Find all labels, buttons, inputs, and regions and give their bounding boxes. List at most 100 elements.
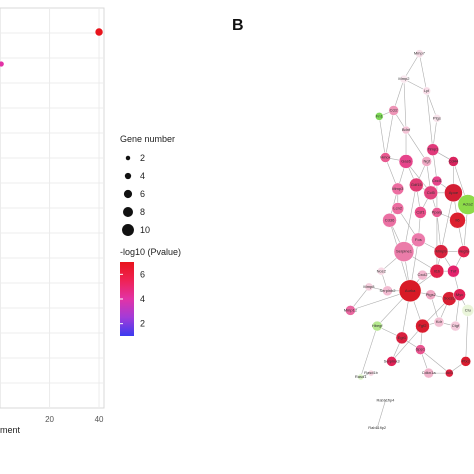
network-node-label: Clu xyxy=(465,307,471,312)
network-node-circle xyxy=(432,114,442,123)
panel-b-network: B Mmp7 Mmp2 Lpl Ccl2 Fn1 Ptgs Bdnf Timp1 Hmox Gas… xyxy=(232,17,474,430)
network-node-label: Fos xyxy=(415,237,422,242)
legend-size-dot xyxy=(125,155,131,161)
network-node-circle xyxy=(409,177,424,193)
network-node: Bdnf xyxy=(401,125,411,135)
network-edge xyxy=(440,192,454,252)
legend-size-label: 4 xyxy=(140,171,145,181)
network-node-label: Ctgf xyxy=(452,323,460,328)
network-node-circle xyxy=(386,356,397,367)
network-edge xyxy=(419,53,427,91)
network-node-label: Aurka xyxy=(405,288,416,293)
network-node-circle xyxy=(431,175,443,187)
network-node-circle xyxy=(431,207,443,218)
network-node-circle xyxy=(345,305,356,316)
network-edge xyxy=(426,90,438,119)
x-tick-label: 20 xyxy=(45,415,54,424)
network-edge xyxy=(426,90,434,150)
network-node-label: Rasd1 xyxy=(355,374,367,379)
network-node-circle xyxy=(382,285,393,297)
network-node-circle xyxy=(380,152,391,163)
network-node-label: Csf1 xyxy=(416,209,425,214)
network-node-label: Timp1 xyxy=(427,147,439,152)
network-node: Fn1 xyxy=(374,112,384,121)
network-node-label: Hmox xyxy=(380,155,390,160)
network-node: Mmp8 xyxy=(363,282,375,292)
network-node-circle xyxy=(391,182,405,196)
network-node: Fgf2 xyxy=(415,318,430,334)
network-node: Rab11fip4 xyxy=(376,398,395,403)
network-node-label: Cdkn1a xyxy=(422,370,437,375)
network-node-circle xyxy=(398,279,422,303)
network-node-label: Acta2 xyxy=(463,202,474,207)
network-node-label: Fgf2 xyxy=(418,323,427,328)
network-edge xyxy=(405,129,427,162)
network-node-label: Mmp9 xyxy=(435,249,447,254)
network-node: Ngf xyxy=(421,156,432,167)
network-edge xyxy=(393,79,405,111)
network-node-label: Nos2 xyxy=(377,268,387,273)
legend-size-label: 6 xyxy=(140,189,145,199)
legend-size-title: Gene number xyxy=(120,134,175,144)
network-node: Ptgs2 xyxy=(425,289,437,300)
network-node-label: Mmp7 xyxy=(414,51,426,56)
network-node-circle xyxy=(433,244,449,259)
network-node-label: Bdnf xyxy=(402,127,411,132)
network-node-circle xyxy=(377,266,386,276)
network-node-label: Mmp3 xyxy=(392,186,404,191)
network-node: Clu xyxy=(461,304,474,317)
network-node: Cd36 xyxy=(382,212,397,228)
network-node-label: Serpine1 xyxy=(396,249,413,254)
network-edge xyxy=(403,79,407,131)
color-bar-ticks: 6 4 2 xyxy=(120,269,145,329)
network-node-label: Il1b xyxy=(434,268,441,273)
network-node-label: Atf3 xyxy=(446,370,454,375)
network-node: Pparg xyxy=(431,207,443,218)
x-tick-label: 40 xyxy=(95,415,104,424)
network-node-circle xyxy=(444,183,463,203)
network-node: Cdkn1a xyxy=(422,367,437,379)
network-node-label: Mmp2 xyxy=(398,76,410,81)
network-node: Ctgf xyxy=(450,320,461,332)
network-node: Mmp3 xyxy=(391,182,405,196)
network-node-circle xyxy=(415,344,426,355)
network-node: Lcn2 xyxy=(391,202,405,215)
network-node-circle xyxy=(414,206,427,219)
network-node: Tnf xyxy=(447,264,460,278)
network-edge xyxy=(376,400,386,429)
network-node: Atf3 xyxy=(445,368,454,378)
network-node-circle xyxy=(388,105,399,116)
network-node-label: Serpina3 xyxy=(384,358,401,363)
network-node-circle xyxy=(375,426,379,430)
network-node-label: Mmp12 xyxy=(344,307,358,312)
network-node-label: Socs3 xyxy=(444,296,456,301)
network-node-circle xyxy=(426,143,440,156)
network-node-circle xyxy=(395,331,409,345)
legend-size-label: 2 xyxy=(140,153,145,163)
network-node-label: Myc xyxy=(456,292,463,297)
network-node-circle xyxy=(391,202,405,215)
network-node-label: Ptx3 xyxy=(462,358,471,363)
network-node: Ccl2 xyxy=(388,105,399,116)
network-node-circle xyxy=(415,318,430,334)
network-node: Serpinb2 xyxy=(379,285,396,297)
network-node: Apoe xyxy=(444,183,463,203)
scatter-point xyxy=(0,61,4,67)
network-node-circle xyxy=(449,211,466,229)
network-node: Cd44 xyxy=(448,156,459,167)
network-node-label: Apoe xyxy=(449,190,459,195)
network-node-circle xyxy=(415,49,424,58)
network-node-label: Rab11fip2 xyxy=(368,425,387,430)
network-node: Hbegf xyxy=(372,320,383,332)
network-node: Serpine1 xyxy=(393,241,415,262)
network-node-label: Fn1 xyxy=(376,113,384,118)
network-node-label: Serpinb2 xyxy=(379,288,396,293)
legend-size-dot xyxy=(122,206,134,218)
x-axis-label: ment xyxy=(0,425,21,435)
network-node-label: Ptgs xyxy=(433,115,441,120)
network-node-circle xyxy=(429,263,445,279)
network-node-label: Tnf xyxy=(451,268,458,273)
network-node: Il6 xyxy=(449,211,466,229)
network-node-circle xyxy=(421,156,432,167)
